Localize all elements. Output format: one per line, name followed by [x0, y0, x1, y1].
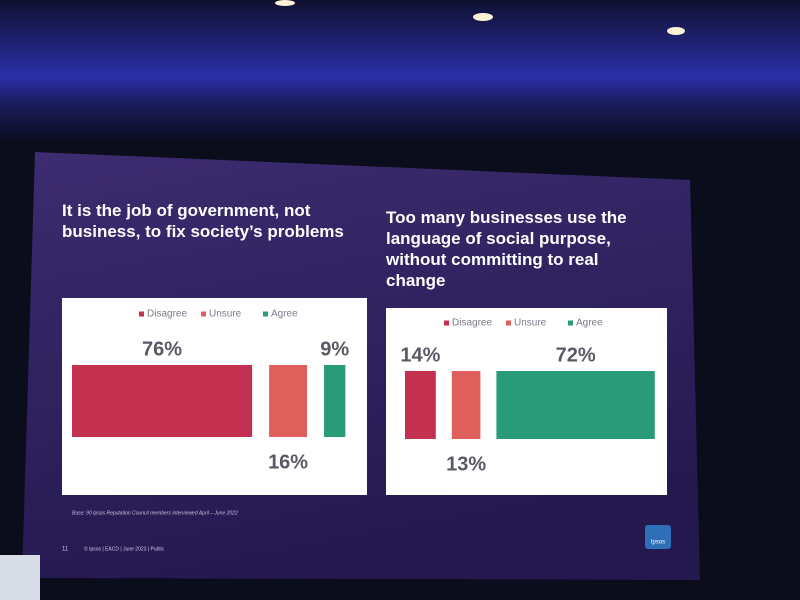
ceiling [0, 0, 800, 140]
value-label: 13% [446, 453, 486, 475]
value-label: 14% [400, 344, 440, 366]
bar [269, 365, 308, 437]
logo: Ipsos [651, 540, 665, 546]
bar [451, 371, 481, 439]
ceiling-light [667, 27, 685, 35]
foreground-object [0, 555, 40, 600]
ceiling-light [473, 13, 493, 21]
legend-swatch [263, 311, 268, 317]
page-number: 11 [62, 547, 69, 553]
legend-label: Agree [576, 318, 603, 329]
bar [405, 371, 436, 439]
ceiling-light [275, 0, 295, 6]
legend-swatch [444, 320, 449, 326]
legend-label: Unsure [514, 318, 547, 329]
legend-swatch [201, 311, 206, 317]
footer: © Ipsos | EACD | June 2023 | Public [84, 545, 165, 552]
logo-box [645, 525, 671, 549]
legend-label: Disagree [452, 318, 492, 329]
value-label: 72% [556, 344, 596, 366]
chart-title: It is the job of government, not busines… [62, 201, 344, 241]
chart-title: Too many businesses use the language of … [386, 208, 627, 290]
bar [324, 365, 346, 437]
legend-swatch [568, 320, 573, 326]
value-label: 76% [142, 338, 182, 360]
value-label: 16% [268, 451, 308, 473]
legend-swatch [506, 320, 511, 326]
legend-label: Unsure [209, 309, 242, 320]
legend-swatch [139, 311, 144, 317]
legend-label: Agree [271, 309, 298, 320]
legend-label: Disagree [147, 309, 187, 320]
bar [496, 371, 655, 439]
bar [72, 365, 253, 437]
value-label: 9% [320, 338, 349, 360]
footnote: Base: 90 Ipsos Reputation Council member… [72, 510, 238, 516]
